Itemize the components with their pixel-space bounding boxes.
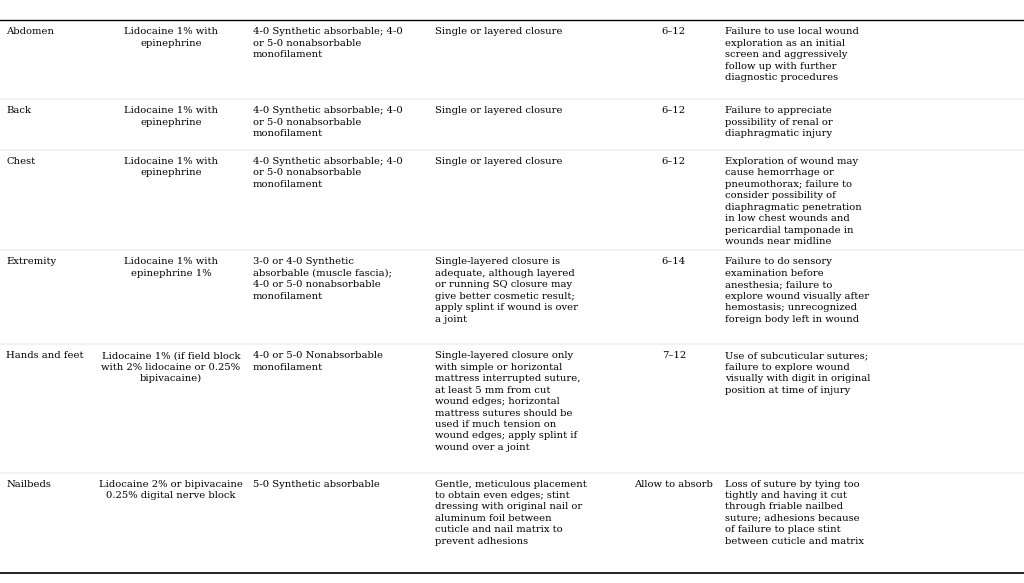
Text: 6–12: 6–12 [662,157,686,166]
Text: Hands and feet: Hands and feet [6,352,84,360]
Text: Lidocaine 2% or bipivacaine
0.25% digital nerve block: Lidocaine 2% or bipivacaine 0.25% digita… [99,480,243,500]
Text: 6–14: 6–14 [662,258,686,266]
Text: Failure to do sensory
examination before
anesthesia; failure to
explore wound vi: Failure to do sensory examination before… [725,258,869,324]
Text: Use of subcuticular sutures;
failure to explore wound
visually with digit in ori: Use of subcuticular sutures; failure to … [725,352,870,395]
Text: Single or layered closure: Single or layered closure [435,157,563,166]
Text: Single or layered closure: Single or layered closure [435,106,563,115]
Text: Nailbeds: Nailbeds [6,480,51,489]
Text: 3-0 or 4-0 Synthetic
absorbable (muscle fascia);
4-0 or 5-0 nonabsorbable
monofi: 3-0 or 4-0 Synthetic absorbable (muscle … [253,258,392,301]
Text: Loss of suture by tying too
tightly and having it cut
through friable nailbed
su: Loss of suture by tying too tightly and … [725,480,864,546]
Text: Lidocaine 1% with
epinephrine: Lidocaine 1% with epinephrine [124,157,218,177]
Text: Exploration of wound may
cause hemorrhage or
pneumothorax; failure to
consider p: Exploration of wound may cause hemorrhag… [725,157,862,246]
Text: Allow to absorb: Allow to absorb [634,480,714,489]
Text: 4-0 Synthetic absorbable; 4-0
or 5-0 nonabsorbable
monofilament: 4-0 Synthetic absorbable; 4-0 or 5-0 non… [253,157,402,189]
Text: Lidocaine 1% (if field block
with 2% lidocaine or 0.25%
bipivacaine): Lidocaine 1% (if field block with 2% lid… [101,352,241,384]
Text: Extremity: Extremity [6,258,56,266]
Text: 6–12: 6–12 [662,106,686,115]
Text: Gentle, meticulous placement
to obtain even edges; stint
dressing with original : Gentle, meticulous placement to obtain e… [435,480,587,546]
Text: Lidocaine 1% with
epinephrine: Lidocaine 1% with epinephrine [124,27,218,48]
Text: Single-layered closure only
with simple or horizontal
mattress interrupted sutur: Single-layered closure only with simple … [435,352,581,452]
Text: Single or layered closure: Single or layered closure [435,27,563,36]
Text: 4-0 Synthetic absorbable; 4-0
or 5-0 nonabsorbable
monofilament: 4-0 Synthetic absorbable; 4-0 or 5-0 non… [253,27,402,59]
Text: Failure to appreciate
possibility of renal or
diaphragmatic injury: Failure to appreciate possibility of ren… [725,106,833,138]
Text: 7–12: 7–12 [662,352,686,360]
Text: Single-layered closure is
adequate, although layered
or running SQ closure may
g: Single-layered closure is adequate, alth… [435,258,579,324]
Text: 4-0 Synthetic absorbable; 4-0
or 5-0 nonabsorbable
monofilament: 4-0 Synthetic absorbable; 4-0 or 5-0 non… [253,106,402,138]
Text: Chest: Chest [6,157,35,166]
Text: Lidocaine 1% with
epinephrine 1%: Lidocaine 1% with epinephrine 1% [124,258,218,278]
Text: 6–12: 6–12 [662,27,686,36]
Text: 5-0 Synthetic absorbable: 5-0 Synthetic absorbable [253,480,380,489]
Text: Lidocaine 1% with
epinephrine: Lidocaine 1% with epinephrine [124,106,218,127]
Text: Back: Back [6,106,31,115]
Text: Abdomen: Abdomen [6,27,54,36]
Text: 4-0 or 5-0 Nonabsorbable
monofilament: 4-0 or 5-0 Nonabsorbable monofilament [253,352,383,372]
Text: Failure to use local wound
exploration as an initial
screen and aggressively
fol: Failure to use local wound exploration a… [725,27,859,82]
